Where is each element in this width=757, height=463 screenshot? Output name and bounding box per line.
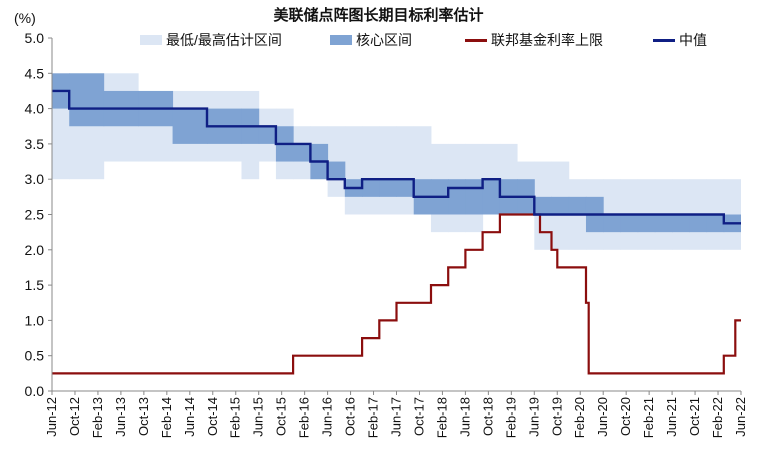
core-band-segment <box>448 179 466 215</box>
x-tick-label: Jun-19 <box>526 397 541 437</box>
x-tick-label: Jun-18 <box>457 397 472 437</box>
y-tick-label: 1.0 <box>25 312 45 328</box>
core-band-segment <box>672 214 690 233</box>
x-tick-label: Feb-15 <box>228 397 243 438</box>
x-tick-label: Feb-17 <box>366 397 381 438</box>
x-tick-label: Jun-13 <box>113 397 128 437</box>
x-tick-label: Oct-21 <box>687 397 702 436</box>
core-band-segment <box>396 179 415 197</box>
x-tick-label: Oct-19 <box>549 397 564 436</box>
core-band-segment <box>706 214 725 233</box>
legend-item-fed: 联邦基金利率上限 <box>465 30 603 50</box>
core-band-segment <box>465 179 484 215</box>
x-tick-label: Oct-20 <box>618 397 633 436</box>
core-band-segment <box>172 108 208 144</box>
legend-item-range: 最低/最高估计区间 <box>140 30 282 50</box>
core-band-segment <box>620 214 639 233</box>
range-band-segment <box>379 126 397 215</box>
x-tick-label: Feb-20 <box>572 397 587 438</box>
legend-swatch-core <box>330 35 352 45</box>
y-tick-label: 2.5 <box>25 207 45 223</box>
median-line <box>52 89 741 225</box>
legend-line-median <box>653 38 675 42</box>
y-axis-unit: (%) <box>14 10 36 26</box>
core-band-segment <box>534 196 553 215</box>
core-band-segment <box>637 214 656 233</box>
core-band-segment <box>293 143 311 162</box>
range-band-segment <box>344 126 363 215</box>
y-tick-label: 4.5 <box>25 65 45 81</box>
core-band-segment <box>741 215 742 233</box>
x-tick-label: Feb-16 <box>297 397 312 438</box>
x-tick-label: Feb-19 <box>503 397 518 438</box>
x-tick-label: Feb-13 <box>90 397 105 438</box>
y-tick-label: 3.5 <box>25 136 45 152</box>
chart-title: 美联储点阵图长期目标利率估计 <box>273 7 484 24</box>
y-tick-label: 2.0 <box>25 242 45 258</box>
x-tick-label: Jun-14 <box>182 397 197 437</box>
x-tick-label: Oct-15 <box>274 397 289 436</box>
x-tick-label: Oct-17 <box>411 397 426 436</box>
core-band-segment <box>551 196 570 215</box>
core-band-segment <box>689 214 708 233</box>
range-band-segment <box>396 126 415 215</box>
range-band-segment <box>362 126 380 215</box>
legend: 最低/最高估计区间 核心区间 联邦基金利率上限 中值 <box>0 30 757 50</box>
x-tick-label: Jun-17 <box>389 397 404 437</box>
core-band-segment <box>654 214 673 233</box>
x-tick-label: Feb-14 <box>159 397 174 438</box>
core-band-segment <box>362 179 380 197</box>
fed-funds-upper-line <box>52 213 741 375</box>
x-tick-label: Feb-18 <box>434 397 449 438</box>
core-band-segment <box>568 196 587 215</box>
core-band-segment <box>379 179 397 197</box>
legend-label-median: 中值 <box>679 32 707 48</box>
x-tick-label: Oct-18 <box>480 397 495 436</box>
bands-layer <box>52 73 742 250</box>
x-tick-label: Oct-12 <box>67 397 82 436</box>
range-band-segment <box>52 90 70 180</box>
x-tick-label: Jun-22 <box>733 397 748 437</box>
legend-swatch-range <box>140 35 162 45</box>
y-tick-label: 0.5 <box>25 348 45 364</box>
x-tick-label: Oct-14 <box>205 397 220 436</box>
legend-label-fed: 联邦基金利率上限 <box>491 32 603 48</box>
core-band-segment <box>482 179 501 215</box>
core-band-segment <box>327 161 346 180</box>
legend-item-core: 核心区间 <box>330 30 412 50</box>
y-tick-label: 4.0 <box>25 101 45 117</box>
x-tick-label: Jun-21 <box>664 397 679 437</box>
legend-label-range: 最低/最高估计区间 <box>166 32 282 48</box>
x-tick-label: Oct-13 <box>136 397 151 436</box>
x-tick-label: Oct-16 <box>343 397 358 436</box>
y-tick-label: 1.5 <box>25 277 45 293</box>
x-tick-label: Jun-16 <box>320 397 335 437</box>
y-tick-label: 3.0 <box>25 171 45 187</box>
core-band-segment <box>69 73 105 127</box>
range-band-segment <box>741 179 742 250</box>
core-band-segment <box>258 126 277 144</box>
legend-label-core: 核心区间 <box>356 32 412 48</box>
x-tick-label: Jun-15 <box>251 397 266 437</box>
x-tick-label: Jun-20 <box>595 397 610 437</box>
lines-layer <box>52 89 741 375</box>
x-tick-label: Feb-22 <box>710 397 725 438</box>
y-tick-label: 0.0 <box>25 383 45 399</box>
legend-item-median: 中值 <box>653 30 707 50</box>
legend-line-fed <box>465 38 487 42</box>
x-tick-label: Jun-12 <box>44 397 59 437</box>
core-band-segment <box>603 214 621 233</box>
y-tick-label: 5.0 <box>25 30 45 46</box>
x-tick-label: Feb-21 <box>641 397 656 438</box>
